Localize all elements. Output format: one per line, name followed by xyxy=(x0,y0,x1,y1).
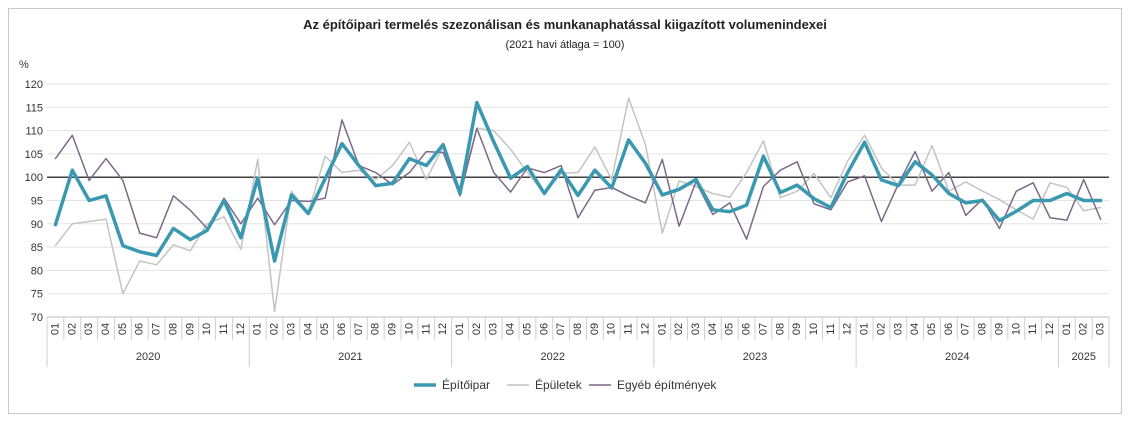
y-tick-label: 100 xyxy=(25,172,43,184)
x-tick-label-month: 02 xyxy=(66,323,78,335)
series-line-egyeb-epitmenyek xyxy=(54,119,1102,240)
x-tick-label-month: 10 xyxy=(201,323,213,335)
x-tick-label-month: 02 xyxy=(471,323,483,335)
x-tick-label-month: 06 xyxy=(134,323,146,335)
x-tick-label-month: 07 xyxy=(757,323,769,335)
x-axis: 01 02 03 04 05 06 07 08 09 10 11 12 01 02 03 04 05 06 07 08… xyxy=(46,316,1110,367)
chart-title: Az építőipari termelés szezonálisan és m… xyxy=(303,17,827,32)
y-axis-ticks: 70 75 80 85 90 95 100 105 110 115 120 xyxy=(25,79,43,324)
x-tick-label-month: 03 xyxy=(892,323,904,335)
x-tick-label-month: 12 xyxy=(437,323,449,335)
x-tick-label-month: 01 xyxy=(454,323,466,335)
x-tick-label-month: 11 xyxy=(420,323,432,334)
x-tick-label-month: 10 xyxy=(1010,323,1022,335)
x-tick-label-month: 03 xyxy=(83,323,95,335)
x-tick-label-month: 03 xyxy=(488,323,500,335)
x-tick-label-month: 12 xyxy=(639,323,651,335)
x-tick-label-month: 09 xyxy=(791,323,803,335)
x-tick-label-month: 10 xyxy=(606,323,618,335)
y-tick-label: 120 xyxy=(25,79,43,91)
series-line-epuletek xyxy=(54,97,1102,313)
y-tick-label: 80 xyxy=(31,265,43,277)
x-tick-label-month: 07 xyxy=(960,323,972,335)
x-tick-label-month: 07 xyxy=(555,323,567,335)
x-tick-label-month: 09 xyxy=(184,323,196,335)
x-tick-label-month: 01 xyxy=(1061,323,1073,335)
y-tick-label: 90 xyxy=(31,219,43,231)
y-tick-label: 85 xyxy=(31,242,43,254)
x-tick-label-month: 08 xyxy=(977,323,989,335)
x-tick-label-month: 01 xyxy=(252,323,264,335)
x-tick-label-month: 04 xyxy=(302,323,314,335)
x-tick-label-year: 2022 xyxy=(540,351,564,363)
legend-label-egyeb-epitmenyek: Egyéb építmények xyxy=(617,378,717,392)
x-tick-label-month: 12 xyxy=(235,323,247,335)
x-tick-label-year: 2020 xyxy=(136,351,160,363)
x-tick-label-month: 05 xyxy=(319,323,331,335)
legend-label-epitoipar: Építőipar xyxy=(442,377,490,392)
x-tick-label-month: 03 xyxy=(285,323,297,335)
x-tick-label-month: 06 xyxy=(336,323,348,335)
x-tick-label-month: 06 xyxy=(538,323,550,335)
y-tick-label: 105 xyxy=(25,149,43,161)
x-tick-label-month: 01 xyxy=(49,323,61,335)
x-tick-label-month: 12 xyxy=(1044,323,1056,335)
x-tick-label-month: 06 xyxy=(741,323,753,335)
chart-svg: Az építőipari termelés szezonálisan és m… xyxy=(19,17,1110,392)
x-tick-label-month: 11 xyxy=(1027,323,1039,334)
x-tick-label-month: 08 xyxy=(774,323,786,335)
x-tick-label-month: 05 xyxy=(724,323,736,335)
x-tick-label-month: 11 xyxy=(218,323,230,334)
x-tick-label-month: 01 xyxy=(656,323,668,335)
series-lines xyxy=(53,97,1103,313)
x-tick-label-month: 06 xyxy=(943,323,955,335)
y-axis-label: % xyxy=(19,59,29,71)
x-tick-label-month: 04 xyxy=(505,323,517,335)
x-tick-label-month: 04 xyxy=(100,323,112,335)
x-tick-label-month: 01 xyxy=(859,323,871,335)
x-tick-label-month: 03 xyxy=(1095,323,1107,335)
x-tick-label-month: 04 xyxy=(707,323,719,335)
x-tick-label-month: 05 xyxy=(117,323,129,335)
chart-frame: Az építőipari termelés szezonálisan és m… xyxy=(8,8,1122,414)
y-tick-label: 95 xyxy=(31,196,43,208)
x-tick-label-month: 08 xyxy=(572,323,584,335)
x-tick-label-month: 12 xyxy=(842,323,854,335)
x-tick-label-year: 2025 xyxy=(1071,351,1095,363)
x-tick-label-month: 05 xyxy=(926,323,938,335)
chart-subtitle: (2021 havi átlaga = 100) xyxy=(506,39,625,51)
series-line-epitoipar xyxy=(53,100,1103,263)
x-tick-label-month: 10 xyxy=(403,323,415,335)
x-tick-label-month: 07 xyxy=(151,323,163,335)
x-tick-label-month: 11 xyxy=(623,323,635,334)
x-tick-label-month: 02 xyxy=(269,323,281,335)
x-tick-label-month: 08 xyxy=(167,323,179,335)
x-tick-label-month: 02 xyxy=(673,323,685,335)
x-tick-label-month: 03 xyxy=(690,323,702,335)
legend: Építőipar Épületek Egyéb építmények xyxy=(414,377,717,392)
x-tick-label-month: 04 xyxy=(909,323,921,335)
x-tick-label-month: 09 xyxy=(993,323,1005,335)
gridlines xyxy=(47,83,1109,318)
x-tick-label-year: 2021 xyxy=(338,351,362,363)
y-tick-label: 70 xyxy=(31,312,43,324)
x-tick-label-month: 08 xyxy=(370,323,382,335)
x-tick-label-month: 02 xyxy=(1078,323,1090,335)
x-tick-label-month: 09 xyxy=(589,323,601,335)
y-tick-label: 110 xyxy=(25,126,43,138)
x-tick-label-month: 02 xyxy=(875,323,887,335)
x-tick-label-year: 2024 xyxy=(945,351,969,363)
x-tick-label-month: 07 xyxy=(353,323,365,335)
y-tick-label: 75 xyxy=(31,289,43,301)
x-tick-label-year: 2023 xyxy=(743,351,767,363)
x-tick-label-month: 05 xyxy=(521,323,533,335)
x-tick-label-month: 10 xyxy=(808,323,820,335)
y-tick-label: 115 xyxy=(25,102,43,114)
x-tick-label-month: 11 xyxy=(825,323,837,334)
x-tick-label-month: 09 xyxy=(387,323,399,335)
legend-label-epuletek: Épületek xyxy=(535,377,583,392)
